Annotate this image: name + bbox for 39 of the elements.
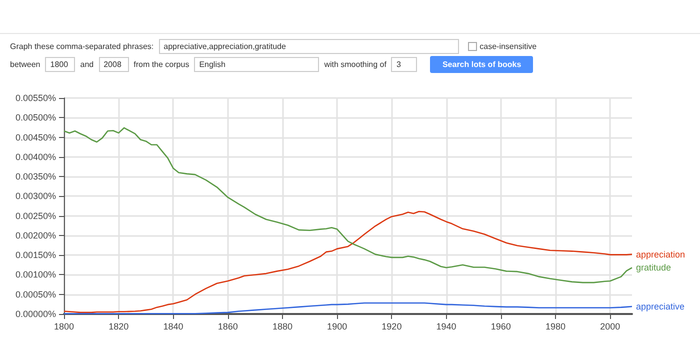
- line-series: [63, 127, 633, 284]
- series-label: appreciation: [636, 249, 686, 260]
- x-tick-label: 1800: [54, 322, 74, 332]
- y-tick-label: 0.00500%: [15, 112, 56, 123]
- x-tick-label: 1900: [327, 322, 348, 332]
- text: English: [194, 57, 320, 72]
- x-tick-label: 2000: [600, 322, 620, 332]
- text: 3: [391, 57, 418, 72]
- text: 2008: [98, 57, 129, 72]
- text: appreciative,appreciation,gratitude: [158, 39, 459, 54]
- x-tick-label: 1960: [490, 322, 511, 332]
- y-tick-label: 0.00100%: [15, 270, 56, 280]
- y-tick-label: 0.00200%: [15, 230, 56, 240]
- series-label: gratitude: [636, 262, 672, 273]
- y-tick-label: 0.00350%: [15, 172, 56, 182]
- y-tick-label: 0.00250%: [15, 210, 56, 221]
- series-label: appreciative: [636, 302, 685, 312]
- x-tick-label: 1920: [382, 322, 402, 332]
- text: case-insensitive: [480, 42, 537, 51]
- text: and: [80, 60, 94, 69]
- text: Graph these comma-separated phrases:: [10, 42, 154, 51]
- y-tick-label: 0.00150%: [15, 250, 56, 260]
- x-tick-label: 1820: [108, 322, 129, 332]
- text: Search lots of books: [430, 56, 534, 73]
- x-tick-label: 1880: [272, 322, 292, 332]
- x-tick-label: 1860: [218, 322, 238, 332]
- text: with smoothing of: [324, 60, 386, 69]
- y-tick-label: 0.00000%: [15, 309, 56, 319]
- text: from the corpus: [134, 60, 190, 69]
- y-tick-label: 0.00550%: [15, 93, 56, 103]
- text: 1800: [45, 57, 76, 72]
- text: between: [10, 60, 40, 69]
- x-tick-label: 1840: [163, 322, 184, 332]
- y-tick-label: 0.00050%: [15, 289, 56, 300]
- y-tick-label: 0.00300%: [15, 191, 56, 202]
- y-tick-label: 0.00450%: [15, 132, 56, 142]
- x-tick-label: 1940: [436, 322, 456, 332]
- y-tick-label: 0.00400%: [15, 152, 56, 162]
- x-tick-label: 1980: [546, 322, 566, 332]
